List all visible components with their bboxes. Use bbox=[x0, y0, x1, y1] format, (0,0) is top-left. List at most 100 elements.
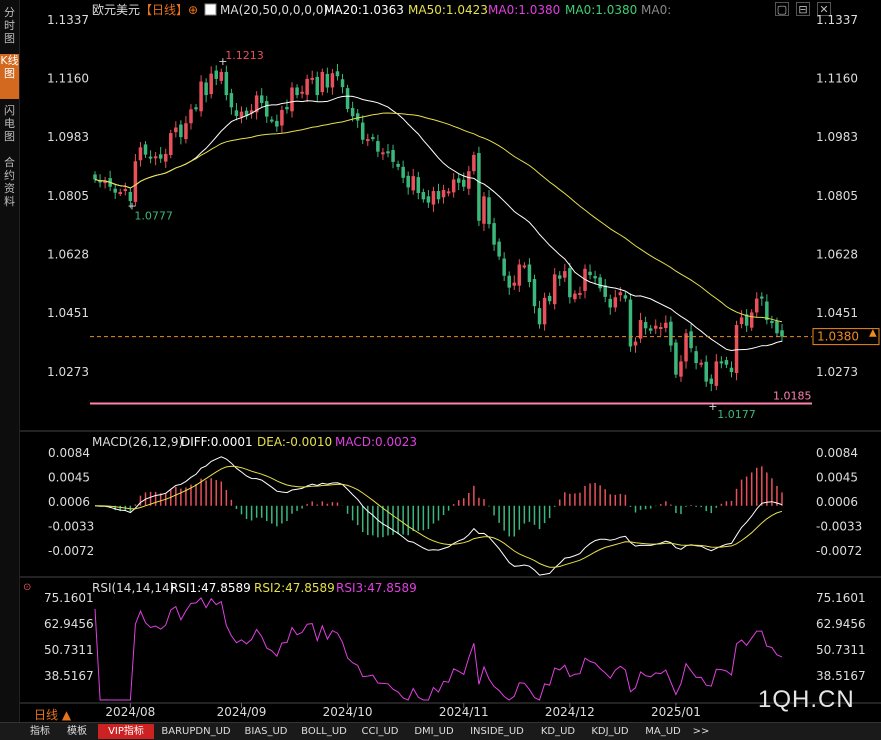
rsi-settings-icon[interactable]: ⊙ bbox=[23, 582, 31, 593]
candle-body bbox=[426, 196, 431, 203]
candle-body bbox=[729, 367, 734, 372]
period-selector[interactable]: 日线 ▲ bbox=[34, 708, 72, 722]
price-axis-tick: 1.0273 bbox=[47, 365, 89, 379]
ma50-line bbox=[94, 112, 783, 323]
candle-body bbox=[467, 171, 471, 189]
price-axis-tick: 1.0628 bbox=[47, 248, 89, 262]
ma0-value-2: MA0:1.0380 bbox=[565, 3, 637, 17]
close-icon[interactable]: ✕ bbox=[817, 2, 831, 16]
candle-body bbox=[249, 110, 254, 114]
tab-kline[interactable]: K线图 bbox=[0, 54, 19, 99]
candle-body bbox=[406, 175, 410, 188]
macd-axis-tick-right: -0.0072 bbox=[816, 544, 862, 558]
candle-body bbox=[148, 156, 153, 159]
ma20-value: MA20:1.0363 bbox=[324, 3, 404, 17]
ma20-line bbox=[94, 95, 783, 352]
candle-body bbox=[669, 321, 673, 346]
ma0-value-1: MA0:1.0380 bbox=[488, 3, 560, 17]
candle-body bbox=[143, 144, 148, 155]
price-axis-tick: 1.0451 bbox=[47, 306, 89, 320]
candle-body bbox=[350, 108, 355, 117]
candle-body bbox=[734, 325, 739, 373]
candle-body bbox=[264, 101, 269, 117]
candle-body bbox=[239, 111, 244, 117]
rsi-axis-tick: 50.7311 bbox=[44, 643, 94, 657]
price-axis-tick-right: 1.0983 bbox=[816, 130, 858, 144]
ma-toggle-icon[interactable] bbox=[204, 3, 217, 16]
candle-body bbox=[396, 163, 400, 167]
x-axis-label: 2024/11 bbox=[439, 705, 489, 719]
indicator-tab[interactable]: KDJ_UD bbox=[591, 726, 629, 737]
candle-body bbox=[765, 301, 769, 321]
rsi-axis-tick-right: 50.7311 bbox=[816, 643, 866, 657]
indicator-tab[interactable]: VIP指标 bbox=[98, 724, 154, 739]
macd-axis-tick-right: 0.0006 bbox=[816, 495, 858, 509]
price-axis-tick-right: 1.0628 bbox=[816, 248, 858, 262]
x-axis-label: 2024/08 bbox=[105, 705, 155, 719]
settings-icon[interactable]: ⊕ bbox=[188, 3, 198, 17]
macd-axis-tick: 0.0006 bbox=[48, 495, 90, 509]
candle-body bbox=[184, 123, 188, 140]
price-axis-tick-right: 1.1337 bbox=[816, 13, 858, 27]
candle-body bbox=[441, 190, 446, 198]
candle-body bbox=[138, 147, 143, 161]
indicator-tab[interactable]: KD_UD bbox=[540, 726, 576, 737]
indicator-tab[interactable]: 模板 bbox=[67, 726, 87, 737]
candle-body bbox=[689, 331, 693, 349]
candle-body bbox=[123, 189, 128, 192]
candle-body bbox=[749, 312, 754, 328]
ma-params: MA(20,50,0,0,0,0) bbox=[220, 3, 328, 17]
macd-axis-tick-right: -0.0033 bbox=[816, 520, 862, 534]
indicator-tab[interactable]: INSIDE_UD bbox=[470, 726, 524, 737]
candle-body bbox=[244, 110, 249, 117]
candle-body bbox=[482, 196, 486, 224]
indicator-tab[interactable]: DMI_UD bbox=[414, 726, 454, 737]
tab-contract-info[interactable]: 合约资料 bbox=[4, 156, 15, 208]
candle-body bbox=[537, 308, 542, 325]
candle-body bbox=[320, 71, 325, 93]
rsi2-value: RSI2:47.8589 bbox=[254, 581, 335, 595]
candle-body bbox=[179, 124, 183, 138]
candle-body bbox=[563, 271, 567, 278]
candle-body bbox=[340, 79, 345, 88]
candle-body bbox=[234, 110, 239, 116]
candle-body bbox=[118, 192, 123, 195]
candle-body bbox=[588, 271, 592, 276]
indicator-tab[interactable]: >> bbox=[692, 726, 710, 737]
candle-body bbox=[704, 361, 708, 382]
indicator-tab[interactable]: 指标 bbox=[30, 726, 50, 737]
candle-body bbox=[653, 325, 658, 329]
candle-body bbox=[325, 73, 330, 88]
zoom-out-icon[interactable]: ⊟ bbox=[796, 2, 810, 16]
candle-body bbox=[401, 166, 405, 178]
candle-body bbox=[674, 342, 678, 375]
candle-body bbox=[315, 76, 320, 96]
candle-body bbox=[98, 180, 102, 183]
indicator-tab[interactable]: CCI_UD bbox=[361, 726, 399, 737]
sidebar: 分时图 K线图 闪电图 合约资料 bbox=[0, 0, 20, 739]
indicator-tab[interactable]: BARUPDN_UD bbox=[161, 726, 231, 737]
tab-flash-chart[interactable]: 闪电图 bbox=[4, 104, 15, 143]
candle-body bbox=[295, 87, 299, 96]
candle-body bbox=[477, 152, 481, 221]
candle-body bbox=[229, 93, 234, 108]
candle-body bbox=[643, 322, 648, 329]
rsi-axis-tick-right: 75.1601 bbox=[816, 591, 866, 605]
candle-body bbox=[93, 174, 97, 180]
indicator-tab[interactable]: BIAS_UD bbox=[244, 726, 288, 737]
rsi-axis-tick-right: 38.5167 bbox=[816, 669, 866, 683]
tab-time-share[interactable]: 分时图 bbox=[4, 6, 15, 45]
candle-body bbox=[547, 295, 552, 302]
indicator-tab[interactable]: MA_UD bbox=[645, 726, 681, 737]
candle-body bbox=[542, 297, 547, 325]
macd-value: MACD:0.0023 bbox=[335, 435, 417, 449]
low-price-label-1: 1.0777 bbox=[134, 209, 173, 222]
candle-body bbox=[209, 73, 213, 95]
window-icon[interactable]: ▢ bbox=[775, 2, 789, 16]
candle-body bbox=[775, 321, 779, 334]
indicator-tab[interactable]: BOLL_UD bbox=[301, 726, 347, 737]
candle-body bbox=[613, 297, 618, 308]
candle-body bbox=[578, 292, 582, 295]
period-tag[interactable]: 【日线】 bbox=[140, 3, 188, 17]
chart-canvas[interactable]: 欧元美元 【日线】 ⊕ MA(20,50,0,0,0,0) MA20:1.036… bbox=[0, 0, 881, 722]
